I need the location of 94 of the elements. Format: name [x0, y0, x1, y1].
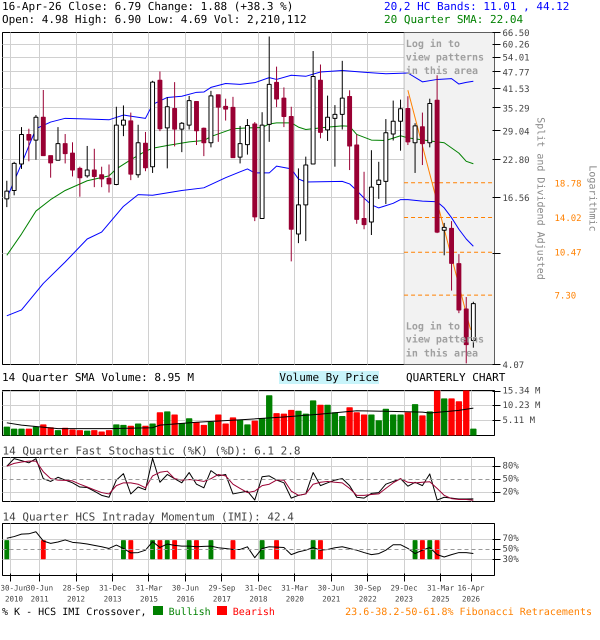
- y-tick-label: 50%: [502, 544, 520, 554]
- legend-label: Bullish: [168, 607, 211, 618]
- candlestick: [390, 100, 396, 142]
- candlestick: [77, 166, 82, 198]
- candlestick: [223, 98, 228, 122]
- bar: [26, 428, 32, 436]
- candlestick: [274, 66, 280, 108]
- candlestick: [62, 134, 68, 164]
- chart-subtitle: Open: 4.98 High: 6.90 Low: 4.69 Vol: 2,210,112: [2, 13, 307, 26]
- chart-title: 14 Quarter SMA Volume: 8.95 M: [2, 371, 194, 384]
- bar: [317, 404, 324, 436]
- y-tick-label: 41.53: [502, 84, 530, 95]
- text: 20,2 HC Bands: 11.01 , 44.12: [384, 0, 570, 13]
- candlestick: [106, 164, 112, 194]
- candlestick: [398, 99, 403, 152]
- bar: [419, 415, 426, 436]
- bar: [208, 422, 214, 436]
- candlestick: [332, 104, 338, 168]
- bar: [252, 420, 258, 436]
- candlestick: [362, 171, 367, 230]
- candlestick: [84, 145, 90, 178]
- candlestick: [281, 86, 286, 128]
- candlestick: [172, 82, 178, 147]
- y-axis-title: Split and Dividend Adjusted: [534, 117, 546, 280]
- candlestick: [340, 60, 345, 130]
- y-tick-label: 4.07: [502, 361, 524, 371]
- candlestick: [33, 114, 38, 160]
- y-tick-label: 16.56: [502, 194, 530, 204]
- bar: [434, 390, 440, 436]
- text: Volume By Price: [279, 371, 379, 384]
- y-tick-label: 54.01: [502, 54, 530, 64]
- candlestick: [244, 118, 250, 156]
- line-series: [6, 166, 474, 316]
- candlestick: [201, 127, 206, 157]
- text: Logarithmic: [586, 165, 598, 232]
- y-tick-label: 70%: [502, 534, 520, 544]
- y-tick-label: 35.29: [502, 104, 530, 114]
- bar: [441, 398, 448, 436]
- candlestick: [92, 148, 97, 188]
- candlestick: [420, 112, 425, 166]
- candlestick: [325, 95, 330, 142]
- legend-label: Bearish: [232, 607, 275, 618]
- y-tick-label: 60.26: [502, 40, 530, 51]
- candlestick: [70, 142, 75, 177]
- bar: [412, 404, 418, 436]
- bar: [84, 430, 90, 436]
- candlestick: [179, 122, 184, 153]
- y-tick-label: 22.80: [502, 156, 530, 166]
- ref-line-label: 7.30: [554, 292, 576, 302]
- y-tick-label: 47.77: [502, 68, 530, 78]
- bar: [32, 426, 40, 436]
- y-tick-label: 15.34 M: [502, 386, 542, 396]
- annotation: in this area: [406, 64, 478, 77]
- bar: [470, 428, 477, 436]
- annotation: view patterns: [406, 51, 484, 64]
- candlestick: [99, 166, 104, 188]
- y-tick-label: 5.11 M: [502, 416, 536, 426]
- y-tick-label: 66.50: [502, 29, 530, 39]
- candlestick: [164, 96, 170, 169]
- annotation: Log in to: [406, 320, 460, 332]
- bar: [171, 414, 178, 436]
- y-tick-label: 80%: [502, 461, 520, 472]
- chart-title: 16-Apr-26 Close: 6.79 Change: 1.88 (+38.3 %): [2, 0, 294, 13]
- y-tick-label: 10.23 M: [502, 400, 542, 411]
- line-series: [6, 408, 474, 430]
- bar: [156, 412, 164, 436]
- bar: [164, 411, 170, 436]
- y-tick-label: 50%: [502, 474, 520, 484]
- legend-title: % K - HCS IMI Crossover,: [2, 607, 146, 618]
- ref-line-label: 18.78: [554, 179, 582, 190]
- chart-title: 14 Quarter HCS Intraday Momentum (IMI): 42.4: [2, 510, 294, 524]
- bar: [54, 430, 62, 436]
- candlestick: [48, 155, 54, 178]
- candlestick: [120, 104, 126, 137]
- y-tick-label: 30%: [502, 554, 520, 565]
- y-tick-label: 20%: [502, 488, 520, 498]
- text: 23.6-38.2-50-61.8% Fibonacci Retracements: [345, 607, 592, 618]
- text: 20 Quarter SMA: 22.04: [384, 13, 524, 26]
- text: QUARTERLY CHART: [406, 371, 506, 384]
- ref-line-label: 10.47: [554, 248, 582, 259]
- line-series: [6, 531, 474, 558]
- y-tick-label: 29.04: [502, 127, 530, 138]
- candlestick: [412, 122, 418, 174]
- bar: [426, 411, 433, 436]
- candlestick: [376, 161, 382, 200]
- bar: [134, 423, 142, 436]
- candlestick: [56, 126, 60, 161]
- annotation: Log in to: [406, 38, 460, 50]
- ref-line-label: 14.02: [554, 214, 582, 224]
- candlestick: [216, 94, 221, 142]
- chart-title: 14 Quarter Fast Stochastic (%K) (%D): 6.1 2.8: [2, 444, 301, 458]
- candlestick: [26, 128, 32, 162]
- candlestick: [238, 125, 243, 164]
- bar: [404, 412, 412, 436]
